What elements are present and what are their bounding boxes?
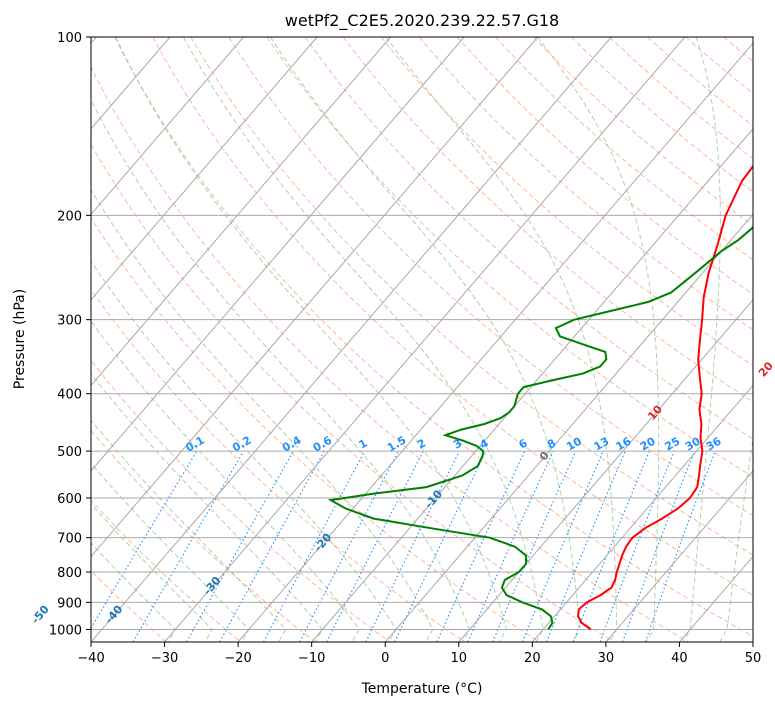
- mixing-ratio-line: [521, 450, 604, 642]
- mixing-ratio-line: [219, 450, 325, 642]
- x-tick-label: 30: [598, 651, 615, 666]
- dry-adiabat: [91, 359, 391, 642]
- isotherm-gridline: [91, 37, 392, 387]
- mixing-ratio-line: [186, 450, 294, 642]
- moist-adiabat: [385, 37, 618, 642]
- mixing-ratio-line: [622, 450, 696, 642]
- y-tick-label: 500: [57, 445, 82, 460]
- isotherm-gridline: [164, 37, 686, 642]
- isotherm-gridline: [384, 213, 753, 642]
- y-tick-label: 800: [57, 566, 82, 581]
- x-tick-label: 10: [451, 651, 468, 666]
- dry-adiabat: [418, 37, 753, 331]
- mixing-ratio-line: [599, 450, 675, 642]
- mixing-ratio-line: [644, 450, 716, 642]
- moist-adiabat: [91, 99, 471, 642]
- x-tick-label: −40: [77, 651, 104, 666]
- dry-adiabat: [456, 37, 753, 295]
- moist-adiabat: [91, 320, 360, 642]
- x-axis: −40 −30 −20 −10 0 10 20 30 40 50: [77, 642, 761, 666]
- isotherm-gridline: [237, 42, 753, 642]
- y-tick-label: 900: [57, 596, 82, 611]
- y-axis-label: Pressure (hPa): [12, 289, 28, 389]
- dry-adiabat: [266, 37, 753, 478]
- dry-adiabat: [91, 66, 689, 642]
- y-tick-label: 100: [57, 31, 82, 46]
- dry-adiabat: [91, 217, 540, 642]
- dry-adiabat: [91, 289, 465, 642]
- temperature-profile: [576, 164, 753, 631]
- moist-adiabat: [91, 260, 397, 642]
- y-tick-label: 1000: [49, 623, 82, 638]
- isotherm-gridline: [458, 299, 753, 642]
- isotherm-gridline: [91, 37, 244, 216]
- moist-adiabat: [91, 503, 213, 642]
- y-tick-label: 400: [57, 388, 82, 403]
- moist-adiabat: [182, 37, 544, 642]
- dry-adiabat: [609, 37, 753, 160]
- plot-frame: [90, 36, 754, 643]
- moist-adiabat: [682, 37, 721, 642]
- grid-layer: [91, 37, 753, 642]
- dry-adiabat: [304, 37, 753, 440]
- moist-adiabat: [115, 37, 507, 642]
- isotherm-gridline: [531, 384, 753, 642]
- moist-adiabat: [91, 372, 324, 642]
- mixing-ratio-line: [572, 450, 651, 642]
- dewpoint-profile: [327, 225, 753, 630]
- x-axis-label: Temperature (°C): [361, 681, 483, 697]
- x-tick-label: 50: [745, 651, 762, 666]
- moist-adiabat: [537, 37, 660, 642]
- chart-title: wetPf2_C2E5.2020.239.22.57.G18: [285, 11, 559, 31]
- x-tick-label: −30: [151, 651, 178, 666]
- moist-adiabat: [91, 462, 250, 642]
- y-tick-label: 300: [57, 314, 82, 329]
- dry-adiabat: [91, 143, 614, 642]
- dry-adiabat: [114, 37, 753, 638]
- isotherm-gridline: [605, 470, 753, 642]
- mixing-ratio-line: [263, 450, 366, 642]
- dry-adiabat: [342, 37, 753, 403]
- isotherm-gridline: [91, 37, 539, 558]
- y-tick-label: 200: [57, 209, 82, 224]
- y-axis: 100 200 300 400 500 600 700 800 900 1000: [49, 31, 91, 638]
- dry-adiabat: [190, 37, 753, 556]
- dry-adiabat: [91, 499, 242, 642]
- mixing-ratio-line: [467, 450, 554, 642]
- isotherm-gridline: [91, 37, 318, 301]
- moist-adiabat: [91, 188, 434, 642]
- isotherm-label: 20: [756, 359, 775, 379]
- y-tick-label: 700: [57, 532, 82, 547]
- profile-lines: [327, 164, 753, 631]
- x-tick-label: 20: [524, 651, 541, 666]
- isotherm-gridline: [91, 37, 612, 642]
- mixing-ratio-line: [365, 450, 460, 642]
- dry-adiabat: [533, 37, 753, 227]
- x-tick-label: 40: [671, 651, 688, 666]
- dry-adiabat: [380, 37, 753, 367]
- mixing-ratio-line: [546, 450, 626, 642]
- moist-adiabat: [91, 542, 177, 642]
- mixing-ratio-line: [326, 450, 424, 642]
- dry-adiabat: [91, 429, 316, 642]
- x-tick-label: −20: [224, 651, 251, 666]
- moist-adiabat: [270, 37, 581, 642]
- y-tick-label: 600: [57, 492, 82, 507]
- dry-adiabat: [228, 37, 753, 517]
- x-tick-label: −10: [298, 651, 325, 666]
- isotherm-gridline: [91, 37, 465, 472]
- x-tick-label: 0: [381, 651, 389, 666]
